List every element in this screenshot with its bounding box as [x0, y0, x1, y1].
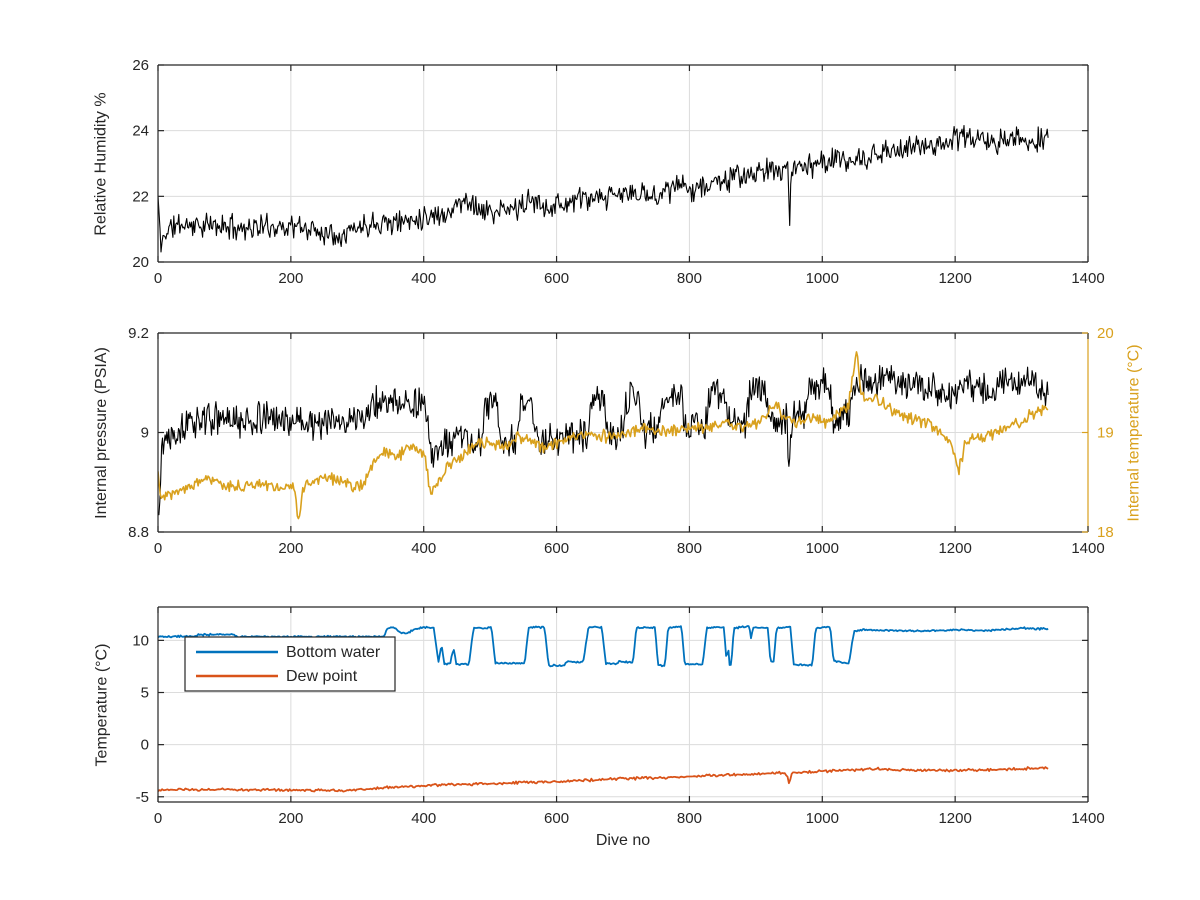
- x-tick-label: 800: [677, 540, 702, 557]
- x-tick-label: 800: [677, 810, 702, 827]
- chart-0: 0 200 400 600 800 1000 1200 1400 20 22 24 26: [132, 57, 1104, 287]
- x-tick-label: 1400: [1071, 270, 1104, 287]
- legend-box: [184, 636, 396, 692]
- y-tick-label: 9.2: [128, 325, 149, 342]
- x-tick-label: 600: [544, 810, 569, 827]
- y-tick-label: 5: [141, 685, 149, 702]
- y-tick-label: 24: [132, 123, 149, 140]
- legend: Bottom water Dew point: [184, 636, 396, 692]
- x-tick-label: 200: [278, 810, 303, 827]
- y-tick-label: 0: [141, 737, 149, 754]
- series-relative-humidity: [158, 125, 1049, 253]
- x-tick-label: 400: [411, 810, 436, 827]
- y-tick-label: 22: [132, 188, 149, 205]
- y-tick-label-right: 18: [1097, 524, 1114, 541]
- y-tick-label: 10: [132, 632, 149, 649]
- y-tick-label: -5: [136, 789, 149, 806]
- x-tick-label: 400: [411, 270, 436, 287]
- x-tick-label: 1400: [1071, 810, 1104, 827]
- x-tick-label: 200: [278, 270, 303, 287]
- x-tick-label: 1000: [806, 810, 839, 827]
- y-tick-label: 20: [132, 254, 149, 271]
- x-tick-label: 1200: [938, 810, 971, 827]
- x-tick-label: 1000: [806, 270, 839, 287]
- x-axis-label-dive-no: Dive no: [595, 832, 651, 849]
- y-tick-label-right: 19: [1097, 425, 1114, 442]
- chart-2: 0 200 400 600 800 1000 1200 1400 -5 0 5 10 Bottom wa…: [132, 606, 1105, 827]
- chart-1: 0 200 400 600 800 1000 1200 1400 8.8 9 9.2 18 19 20: [128, 325, 1114, 557]
- series-dew-point: [158, 766, 1049, 793]
- x-tick-label: 1200: [938, 540, 971, 557]
- legend-label-dew-point: Dew point: [286, 668, 358, 685]
- x-tick-label: 200: [278, 540, 303, 557]
- y-tick-label: 9: [141, 425, 149, 442]
- x-tick-label: 0: [154, 810, 162, 827]
- series-internal-pressure: [158, 364, 1049, 516]
- x-tick-label: 1200: [938, 270, 971, 287]
- y-tick-label: 26: [132, 57, 149, 74]
- legend-label-bottom-water: Bottom water: [286, 644, 381, 661]
- x-tick-label: 800: [677, 270, 702, 287]
- x-tick-label: 400: [411, 540, 436, 557]
- x-tick-label: 600: [544, 540, 569, 557]
- series-internal-temperature: [158, 351, 1049, 520]
- y-tick-label: 8.8: [128, 524, 149, 541]
- x-tick-label: 0: [154, 270, 162, 287]
- x-tick-label: 1000: [806, 540, 839, 557]
- y-tick-label-right: 20: [1097, 325, 1114, 342]
- x-tick-label: 1400: [1071, 540, 1104, 557]
- x-tick-label: 600: [544, 270, 569, 287]
- x-tick-label: 0: [154, 540, 162, 557]
